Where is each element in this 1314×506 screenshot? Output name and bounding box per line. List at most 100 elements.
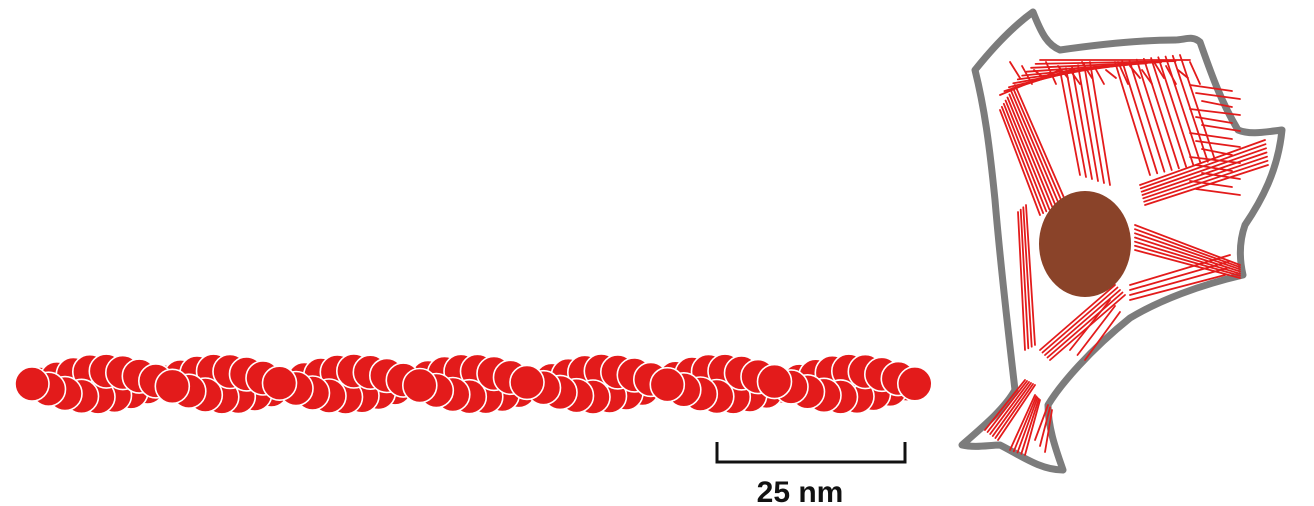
stress-fiber — [1139, 139, 1266, 186]
stress-fiber — [1142, 155, 1268, 200]
stress-fiber — [1008, 93, 1057, 207]
stress-fiber — [1014, 84, 1066, 201]
stress-fiber — [1039, 284, 1116, 351]
stress-fiber — [1105, 69, 1117, 79]
stress-fiber — [1129, 267, 1228, 296]
actin-subunit — [154, 368, 191, 405]
stress-fiber — [1045, 61, 1057, 85]
stress-fiber — [1189, 156, 1241, 164]
stress-fiber — [1083, 62, 1105, 184]
stress-fiber — [1004, 99, 1051, 211]
stress-fiber — [1201, 124, 1241, 132]
stress-fiber — [1071, 65, 1093, 180]
stress-fiber — [1069, 69, 1081, 85]
actin-subunit — [896, 365, 933, 402]
stress-fiber — [1025, 204, 1036, 346]
stress-fiber — [997, 384, 1036, 441]
stress-fiber — [1044, 409, 1053, 453]
stress-fiber — [1129, 274, 1226, 301]
stress-fiber — [1195, 188, 1241, 196]
scale-bar: 25 nm — [715, 442, 907, 506]
actin-subunit — [401, 367, 438, 404]
stress-fiber — [1012, 395, 1038, 453]
stress-fiber — [1134, 240, 1241, 275]
stress-fiber — [1134, 228, 1241, 269]
stress-fiber — [1059, 69, 1081, 176]
stress-fiber — [1153, 61, 1165, 79]
stress-fiber — [1022, 206, 1033, 348]
scale-bar-label: 25 nm — [757, 476, 844, 506]
stress-fiber — [1009, 394, 1036, 451]
actin-subunit — [649, 366, 686, 403]
stress-fiber — [1134, 224, 1241, 266]
stress-fiber — [1001, 106, 1044, 215]
stress-fiber — [1012, 87, 1063, 203]
actin-subunit — [14, 366, 50, 402]
stress-fiber — [1084, 311, 1121, 361]
stress-fiber — [991, 382, 1032, 437]
stress-fiber — [1135, 58, 1173, 171]
stress-fiber — [1134, 236, 1241, 273]
stress-fiber — [1189, 108, 1241, 116]
stress-fiber — [1195, 140, 1241, 148]
stress-fiber — [1077, 64, 1099, 182]
actin-subunit — [756, 363, 793, 400]
stress-fiber — [1144, 164, 1269, 206]
stress-fiber — [1025, 62, 1148, 73]
stress-fiber — [1117, 61, 1129, 85]
stress-fiber — [1195, 92, 1241, 100]
stress-fiber — [1019, 208, 1030, 350]
stress-fiber — [1002, 102, 1048, 213]
stress-fibers — [984, 54, 1269, 456]
stress-fiber — [1046, 291, 1124, 359]
stress-fiber — [1201, 148, 1233, 156]
stress-fiber — [1128, 59, 1166, 173]
stress-fiber — [1189, 132, 1233, 140]
stress-fiber — [1114, 61, 1151, 176]
stress-fiber — [1057, 65, 1069, 79]
stress-fiber — [1143, 58, 1180, 170]
stress-fiber — [1044, 289, 1121, 356]
cell — [958, 8, 1286, 474]
stress-fiber — [1140, 147, 1267, 193]
stress-fiber — [1201, 172, 1241, 180]
stress-fiber — [1009, 61, 1021, 79]
stress-fiber — [1024, 399, 1041, 456]
stress-fiber — [1020, 397, 1040, 455]
actin-filament — [14, 353, 933, 415]
stress-fiber — [1189, 180, 1233, 188]
stress-fiber — [999, 109, 1041, 216]
stress-fiber — [1016, 396, 1039, 454]
stress-fiber — [986, 380, 1028, 433]
stress-fiber — [1089, 61, 1111, 186]
stress-fiber — [1195, 164, 1233, 172]
stress-fiber — [1030, 61, 1162, 69]
stress-fiber — [1006, 96, 1054, 209]
stress-fiber — [1076, 305, 1116, 356]
stress-fiber — [1189, 84, 1233, 92]
stress-fiber — [1121, 60, 1159, 175]
stress-fiber — [1143, 159, 1269, 203]
stress-fiber — [989, 381, 1030, 435]
stress-fiber — [1017, 211, 1026, 351]
actin-subunit — [509, 364, 545, 401]
stress-fiber — [1093, 65, 1105, 85]
stress-fiber — [1041, 286, 1119, 354]
stress-fiber — [1157, 56, 1195, 166]
stress-fiber — [1039, 406, 1051, 447]
stress-fiber — [1150, 57, 1187, 168]
stress-fiber — [1201, 100, 1233, 108]
stress-fiber — [1069, 299, 1111, 351]
stress-fiber — [1129, 254, 1231, 286]
stress-fiber — [1021, 65, 1033, 85]
stress-fiber — [1129, 260, 1230, 291]
stress-fiber — [1034, 404, 1049, 441]
stress-fiber — [1134, 249, 1241, 279]
stress-fiber — [1189, 61, 1201, 85]
stress-fiber — [994, 383, 1034, 439]
stress-fiber — [1164, 55, 1202, 165]
stress-fiber — [1195, 116, 1233, 124]
actin-subunit — [261, 365, 298, 402]
scale-bar-line — [715, 442, 907, 464]
